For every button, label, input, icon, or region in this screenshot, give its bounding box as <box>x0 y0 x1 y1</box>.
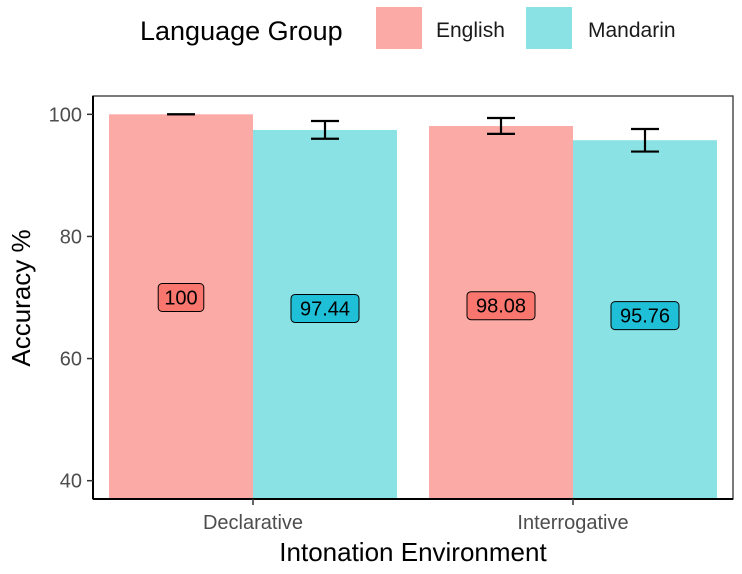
y-tick-label: 100 <box>49 104 82 126</box>
bars-layer <box>109 114 717 500</box>
x-axis-ticks: Declarative Interrogative <box>203 499 629 534</box>
errorbar-english-interrogative <box>487 116 515 135</box>
plot-panel: 100 98.08 97.44 95.76 <box>92 95 734 500</box>
data-label-text: 95.76 <box>620 306 670 328</box>
errorbar-mandarin-interrogative <box>631 127 659 153</box>
legend-title: Language Group <box>140 16 343 46</box>
data-label-box <box>610 301 680 331</box>
data-label-english-declarative: 100 <box>157 283 205 312</box>
y-tick-label: 80 <box>60 226 82 248</box>
data-label-english-interrogative: 98.08 <box>466 291 536 321</box>
data-labels-layer: 100 98.08 97.44 95.76 <box>157 283 680 331</box>
data-label-text: 98.08 <box>476 296 526 318</box>
legend: Language Group English Mandarin <box>140 7 676 49</box>
data-label-text: 100 <box>164 288 197 310</box>
y-tick-label: 40 <box>60 471 82 493</box>
data-label-mandarin-interrogative: 95.76 <box>610 301 680 331</box>
data-label-box <box>157 283 205 312</box>
data-label-box <box>290 293 360 323</box>
data-label-box <box>466 291 536 321</box>
x-tick-label: Declarative <box>203 512 303 534</box>
y-axis-ticks: 40 60 80 100 <box>49 104 93 493</box>
legend-label-mandarin: Mandarin <box>588 19 676 42</box>
data-label-text: 97.44 <box>300 298 350 320</box>
errorbars-layer <box>167 113 659 153</box>
x-tick-label: Interrogative <box>517 512 628 534</box>
data-label-mandarin-declarative: 97.44 <box>290 293 360 323</box>
legend-swatch-mandarin <box>526 7 572 49</box>
errorbar-mandarin-declarative <box>311 119 339 140</box>
legend-label-english: English <box>436 19 505 42</box>
legend-swatch-english <box>376 7 422 49</box>
y-axis-title: Accuracy % <box>6 229 36 366</box>
y-tick-label: 60 <box>60 349 82 371</box>
x-axis-title: Intonation Environment <box>279 537 547 567</box>
